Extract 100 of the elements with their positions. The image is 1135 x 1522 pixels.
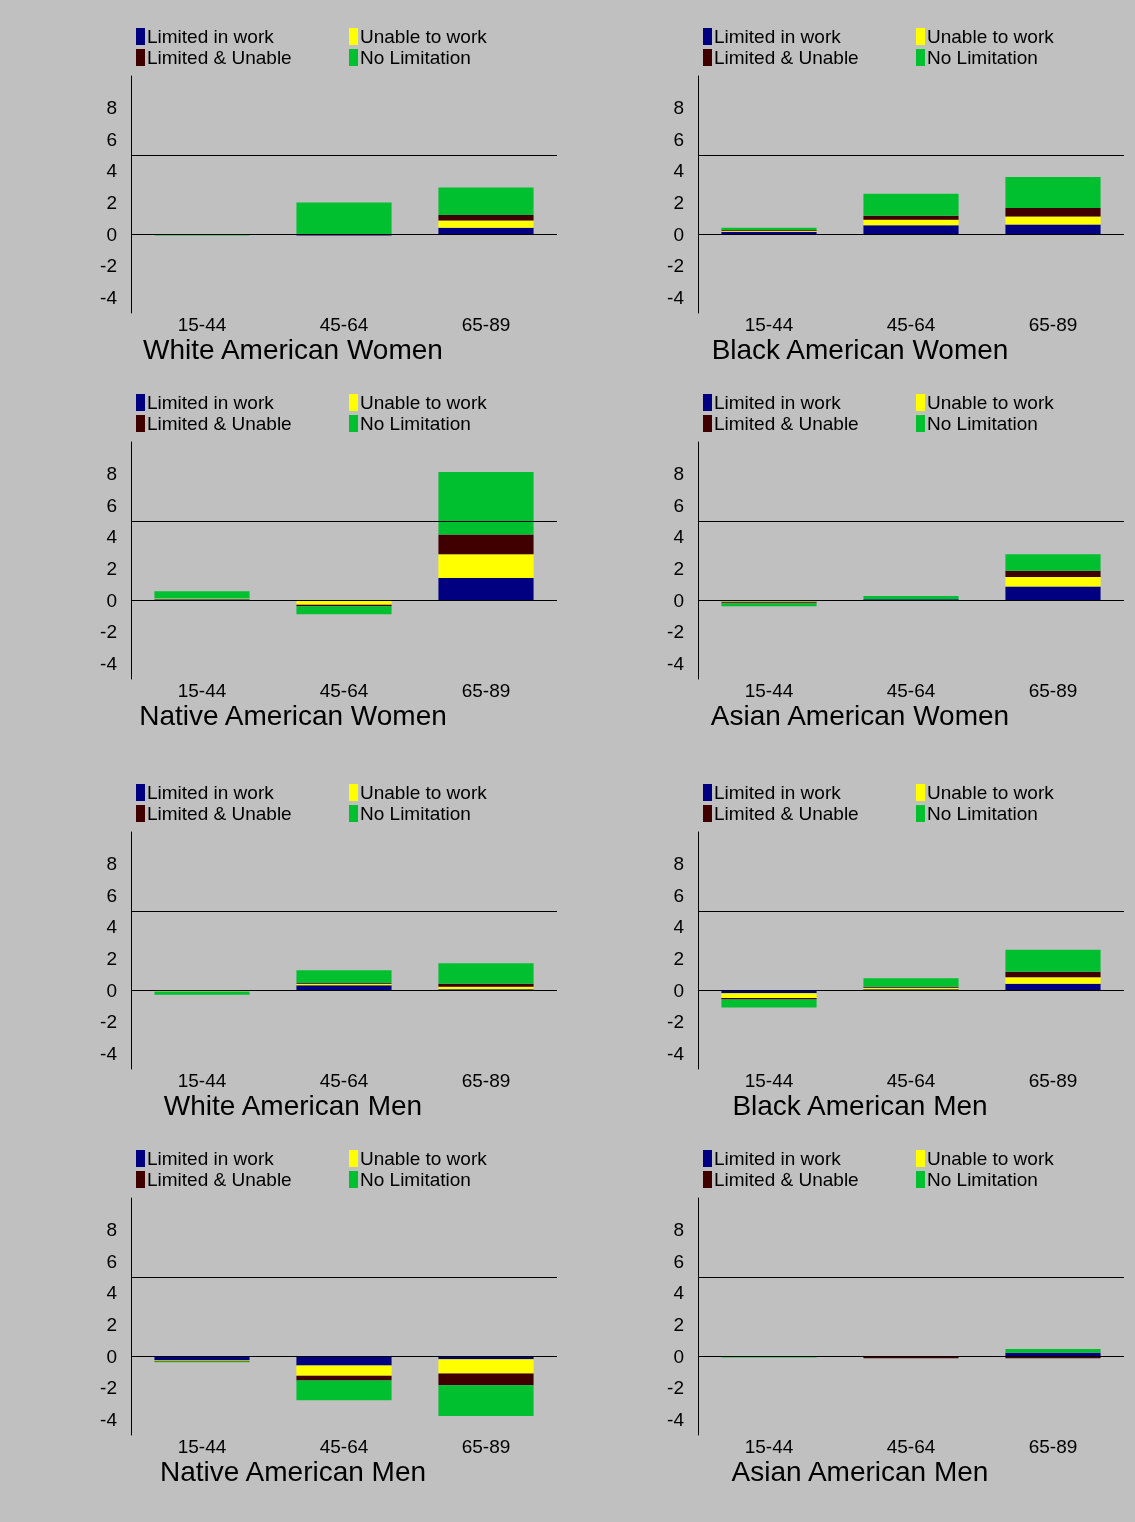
text: Native American Women (139, 699, 447, 731)
y-tick-label: 6 (106, 128, 117, 150)
legend-label: Limited & Unable (714, 803, 859, 824)
y-tick-label: 4 (673, 1282, 685, 1304)
legend-label: Limited in work (147, 1148, 275, 1169)
y-tick-label: -4 (100, 1408, 118, 1430)
y-tick-label: -4 (667, 1408, 685, 1430)
text: White American Women (143, 333, 443, 365)
x-tick-label: 45-64 (886, 680, 936, 701)
legend-label: Limited & Unable (147, 803, 292, 824)
legend-label: Limited in work (714, 392, 842, 413)
legend-label: Limited & Unable (147, 47, 292, 68)
text: White American Men (163, 1089, 423, 1121)
y-tick-label: -4 (100, 286, 118, 308)
y-tick-label: 0 (673, 979, 684, 1001)
legend-label: No Limitation (927, 803, 1038, 824)
x-tick-label: 65-89 (461, 1436, 511, 1457)
y-tick-label: 6 (673, 128, 684, 150)
y-tick-label: 0 (106, 979, 117, 1001)
y-tick-label: -4 (100, 1042, 118, 1064)
y-tick-label: 2 (106, 557, 117, 579)
x-tick-label: 45-64 (319, 1436, 369, 1457)
y-tick-label: 4 (106, 160, 118, 182)
y-tick-label: -2 (100, 1377, 117, 1399)
legend-label: Limited in work (714, 26, 842, 47)
x-tick-label: 45-64 (886, 314, 936, 335)
text: Native American Men (159, 1455, 427, 1487)
x-tick-label: 45-64 (319, 314, 369, 335)
x-tick-label: 45-64 (319, 1070, 369, 1091)
y-tick-label: 6 (673, 494, 684, 516)
y-tick-label: -2 (100, 1011, 117, 1033)
legend-label: No Limitation (360, 803, 471, 824)
y-tick-label: -4 (100, 652, 118, 674)
text: Asian American Women (710, 699, 1010, 731)
y-tick-label: 4 (673, 526, 685, 548)
x-tick-label: 45-64 (319, 680, 369, 701)
y-tick-label: 0 (673, 1345, 684, 1367)
x-tick-label: 65-89 (1028, 1070, 1078, 1091)
x-tick-label: 15-44 (177, 1070, 227, 1091)
legend-label: Limited & Unable (714, 1169, 859, 1190)
y-tick-label: 6 (673, 884, 684, 906)
legend-label: Limited in work (147, 392, 275, 413)
x-tick-label: 15-44 (177, 1436, 227, 1457)
text: Black American Women (711, 333, 1009, 365)
legend-label: Unable to work (927, 1148, 1055, 1169)
y-tick-label: 4 (106, 1282, 118, 1304)
y-tick-label: 0 (673, 589, 684, 611)
x-tick-label: 15-44 (744, 1070, 794, 1091)
y-tick-label: 4 (106, 916, 118, 938)
legend-label: Unable to work (927, 26, 1055, 47)
y-tick-label: 2 (673, 947, 684, 969)
x-tick-label: 65-89 (1028, 314, 1078, 335)
x-tick-label: 65-89 (461, 314, 511, 335)
y-tick-label: 0 (106, 1345, 117, 1367)
x-tick-label: 65-89 (461, 680, 511, 701)
y-tick-label: 6 (673, 1250, 684, 1272)
y-tick-label: 2 (106, 191, 117, 213)
x-tick-label: 15-44 (177, 314, 227, 335)
y-tick-label: 4 (106, 526, 118, 548)
y-tick-label: 8 (673, 97, 684, 119)
y-tick-label: -2 (667, 1011, 684, 1033)
y-tick-label: -2 (667, 621, 684, 643)
y-tick-label: 8 (673, 853, 684, 875)
y-tick-label: 8 (106, 97, 117, 119)
y-tick-label: 2 (673, 191, 684, 213)
text: Black American Men (732, 1089, 988, 1121)
y-tick-label: -4 (667, 652, 685, 674)
y-tick-label: -2 (100, 621, 117, 643)
y-tick-label: 0 (106, 589, 117, 611)
y-tick-label: -4 (667, 286, 685, 308)
y-tick-label: 0 (673, 223, 684, 245)
x-tick-label: 65-89 (1028, 680, 1078, 701)
y-tick-label: 8 (673, 463, 684, 485)
legend-label: Unable to work (360, 782, 488, 803)
y-tick-label: 4 (673, 916, 685, 938)
x-tick-label: 45-64 (886, 1436, 936, 1457)
y-tick-label: 8 (673, 1219, 684, 1241)
y-tick-label: 6 (106, 884, 117, 906)
legend-label: Unable to work (927, 782, 1055, 803)
legend-label: Limited in work (147, 782, 275, 803)
y-tick-label: -2 (100, 255, 117, 277)
legend-label: Limited in work (714, 782, 842, 803)
legend-label: Unable to work (927, 392, 1055, 413)
legend-label: Unable to work (360, 1148, 488, 1169)
x-tick-label: 45-64 (886, 1070, 936, 1091)
legend-label: Limited in work (147, 26, 275, 47)
legend-label: No Limitation (927, 413, 1038, 434)
y-tick-label: 2 (673, 1313, 684, 1335)
y-tick-label: 8 (106, 1219, 117, 1241)
x-tick-label: 65-89 (461, 1070, 511, 1091)
x-tick-label: 65-89 (1028, 1436, 1078, 1457)
x-tick-label: 15-44 (744, 680, 794, 701)
legend-label: Limited & Unable (714, 47, 859, 68)
legend-label: No Limitation (927, 1169, 1038, 1190)
legend-label: Limited in work (714, 1148, 842, 1169)
legend-label: No Limitation (360, 1169, 471, 1190)
y-tick-label: -2 (667, 255, 684, 277)
y-tick-label: -4 (667, 1042, 685, 1064)
y-tick-label: -2 (667, 1377, 684, 1399)
legend-label: No Limitation (360, 413, 471, 434)
